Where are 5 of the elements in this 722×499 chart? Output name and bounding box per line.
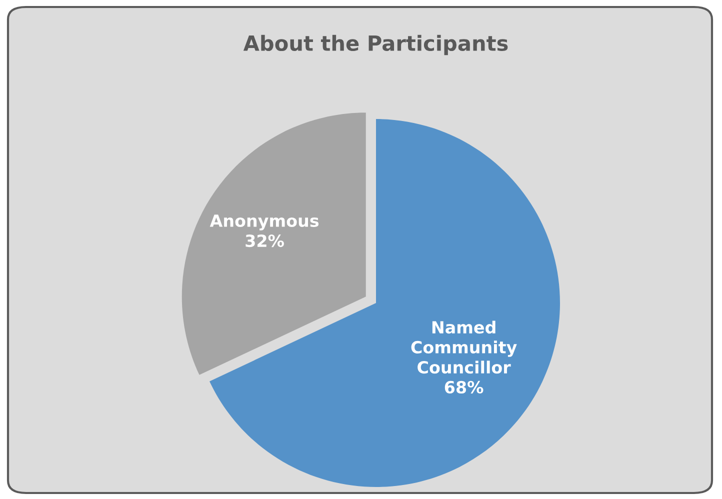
data-label: 68% [444, 380, 484, 394]
slice-label: Anonymous [210, 214, 319, 230]
slice-label: Named Community Councillor [411, 320, 517, 374]
chart-title: About the Participants [243, 34, 508, 56]
data-label: 32% [246, 234, 284, 248]
